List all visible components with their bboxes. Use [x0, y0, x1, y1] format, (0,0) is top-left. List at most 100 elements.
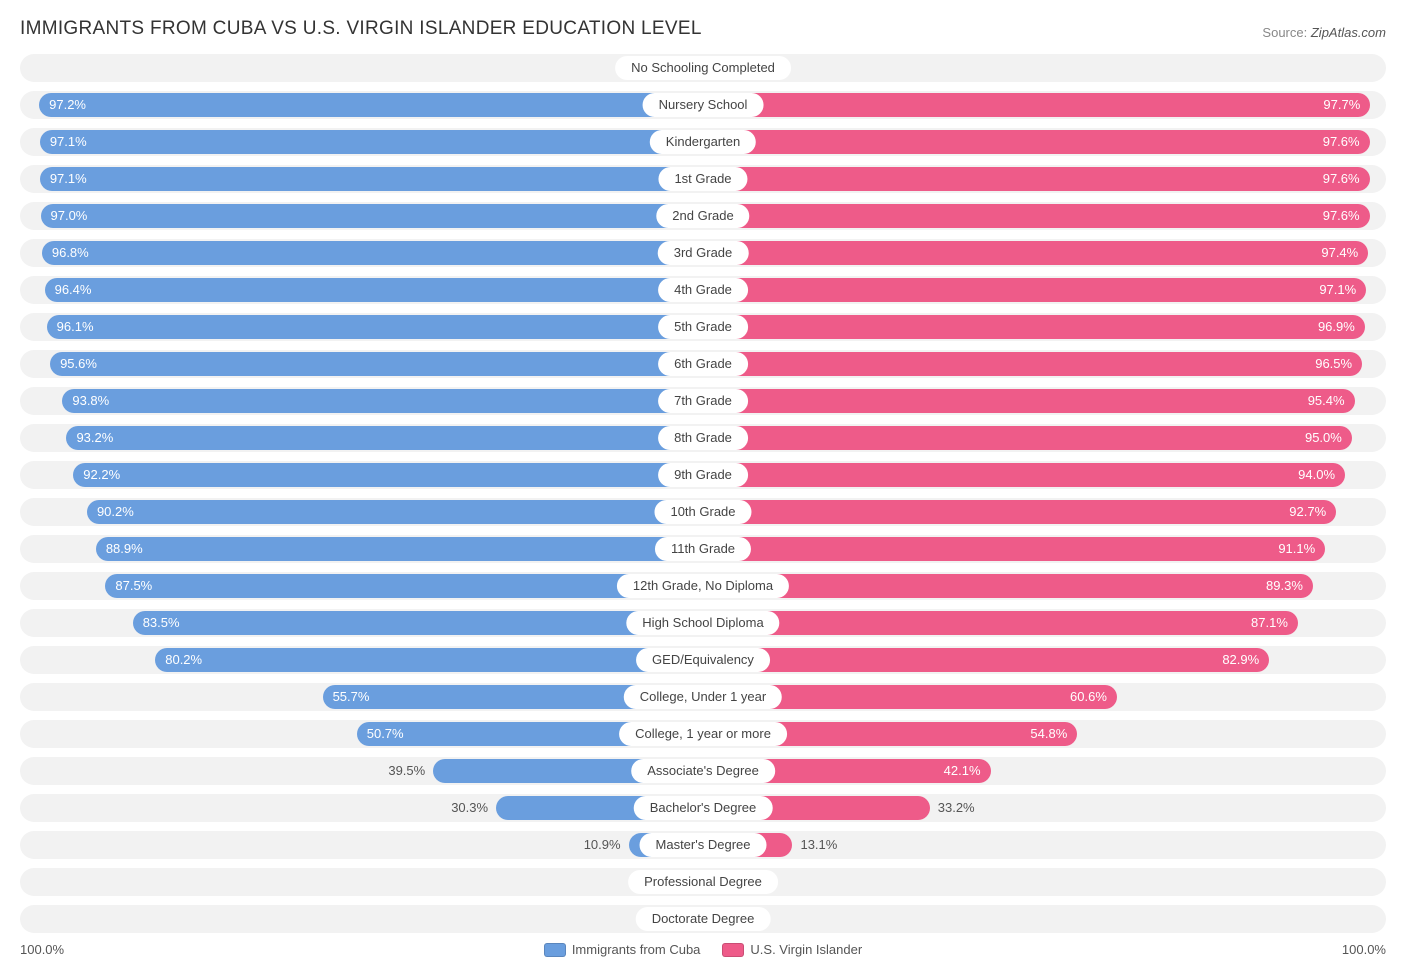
value-right: 91.1%	[1278, 535, 1315, 563]
bar-right	[703, 352, 1362, 376]
chart-row: 97.1%97.6%Kindergarten	[20, 128, 1386, 156]
category-label: High School Diploma	[626, 611, 779, 635]
category-label: 10th Grade	[654, 500, 751, 524]
legend-label-left: Immigrants from Cuba	[572, 942, 701, 957]
chart-row: 96.4%97.1%4th Grade	[20, 276, 1386, 304]
value-right: 89.3%	[1266, 572, 1303, 600]
category-label: Associate's Degree	[631, 759, 775, 783]
bar-left	[73, 463, 703, 487]
bar-right	[703, 389, 1355, 413]
axis-left-max: 100.0%	[20, 942, 64, 957]
value-right: 13.1%	[800, 831, 837, 859]
value-left: 55.7%	[333, 683, 370, 711]
legend-swatch-right	[722, 943, 744, 957]
bar-right	[703, 241, 1368, 265]
bar-left	[40, 130, 703, 154]
value-left: 96.8%	[52, 239, 89, 267]
chart-row: 93.8%95.4%7th Grade	[20, 387, 1386, 415]
legend-swatch-left	[544, 943, 566, 957]
legend: Immigrants from Cuba U.S. Virgin Islande…	[544, 942, 862, 957]
category-label: Doctorate Degree	[636, 907, 771, 931]
value-right: 96.9%	[1318, 313, 1355, 341]
value-left: 80.2%	[165, 646, 202, 674]
legend-item-right: U.S. Virgin Islander	[722, 942, 862, 957]
category-label: 1st Grade	[658, 167, 747, 191]
category-label: College, Under 1 year	[624, 685, 782, 709]
chart-row: 92.2%94.0%9th Grade	[20, 461, 1386, 489]
bar-right	[703, 278, 1366, 302]
category-label: 12th Grade, No Diploma	[617, 574, 789, 598]
chart-row: 80.2%82.9%GED/Equivalency	[20, 646, 1386, 674]
value-left: 10.9%	[584, 831, 621, 859]
bar-right	[703, 500, 1336, 524]
value-right: 95.0%	[1305, 424, 1342, 452]
value-right: 96.5%	[1315, 350, 1352, 378]
value-left: 93.2%	[76, 424, 113, 452]
bar-left	[155, 648, 703, 672]
chart-row: 30.3% 33.2% Bachelor's Degree	[20, 794, 1386, 822]
chart-footer: 100.0% Immigrants from Cuba U.S. Virgin …	[20, 942, 1386, 957]
bar-right	[703, 315, 1365, 339]
value-left: 97.2%	[49, 91, 86, 119]
value-right: 54.8%	[1030, 720, 1067, 748]
value-left: 96.1%	[57, 313, 94, 341]
value-right: 97.6%	[1323, 165, 1360, 193]
bar-left	[50, 352, 703, 376]
bar-right	[703, 463, 1345, 487]
bar-right	[703, 426, 1352, 450]
chart-row: 96.1%96.9%5th Grade	[20, 313, 1386, 341]
bar-left	[87, 500, 703, 524]
category-label: 3rd Grade	[658, 241, 749, 265]
bar-left	[66, 426, 703, 450]
value-left: 50.7%	[367, 720, 404, 748]
bar-left	[41, 204, 704, 228]
bar-left	[45, 278, 703, 302]
chart-row: 1.2%1.5%Doctorate Degree	[20, 905, 1386, 933]
category-label: 7th Grade	[658, 389, 748, 413]
chart-row: 39.5%42.1%Associate's Degree	[20, 757, 1386, 785]
value-right: 97.7%	[1323, 91, 1360, 119]
value-left: 97.1%	[50, 165, 87, 193]
category-label: GED/Equivalency	[636, 648, 770, 672]
category-label: Master's Degree	[640, 833, 767, 857]
legend-item-left: Immigrants from Cuba	[544, 942, 701, 957]
bar-right	[703, 93, 1370, 117]
chart-row: 10.9% 13.1% Master's Degree	[20, 831, 1386, 859]
category-label: 8th Grade	[658, 426, 748, 450]
bar-right	[703, 611, 1298, 635]
category-label: 9th Grade	[658, 463, 748, 487]
bar-right	[703, 204, 1370, 228]
bar-right	[703, 574, 1313, 598]
bar-left	[133, 611, 703, 635]
value-left: 97.0%	[51, 202, 88, 230]
value-right: 33.2%	[938, 794, 975, 822]
category-label: No Schooling Completed	[615, 56, 791, 80]
bar-right	[703, 130, 1370, 154]
category-label: Bachelor's Degree	[634, 796, 773, 820]
legend-label-right: U.S. Virgin Islander	[750, 942, 862, 957]
chart-row: 2.8%2.3%No Schooling Completed	[20, 54, 1386, 82]
value-right: 60.6%	[1070, 683, 1107, 711]
chart-row: 97.2% 97.7% Nursery School	[20, 91, 1386, 119]
bar-left	[96, 537, 703, 561]
bar-left	[105, 574, 703, 598]
chart-row: 83.5%87.1%High School Diploma	[20, 609, 1386, 637]
category-label: Nursery School	[643, 93, 764, 117]
value-right: 97.1%	[1319, 276, 1356, 304]
chart-row: 97.0%97.6%2nd Grade	[20, 202, 1386, 230]
value-left: 30.3%	[451, 794, 488, 822]
category-label: Kindergarten	[650, 130, 756, 154]
chart-source: Source: ZipAtlas.com	[1262, 25, 1386, 40]
value-right: 97.4%	[1321, 239, 1358, 267]
chart-title: IMMIGRANTS FROM CUBA VS U.S. VIRGIN ISLA…	[20, 18, 702, 40]
chart-row: 50.7% 54.8% College, 1 year or more	[20, 720, 1386, 748]
axis-right-max: 100.0%	[1342, 942, 1386, 957]
chart-row: 93.2% 95.0% 8th Grade	[20, 424, 1386, 452]
category-label: 6th Grade	[658, 352, 748, 376]
value-left: 97.1%	[50, 128, 87, 156]
category-label: College, 1 year or more	[619, 722, 787, 746]
chart-row: 3.6%3.7%Professional Degree	[20, 868, 1386, 896]
value-right: 95.4%	[1308, 387, 1345, 415]
category-label: Professional Degree	[628, 870, 778, 894]
bar-left	[62, 389, 703, 413]
